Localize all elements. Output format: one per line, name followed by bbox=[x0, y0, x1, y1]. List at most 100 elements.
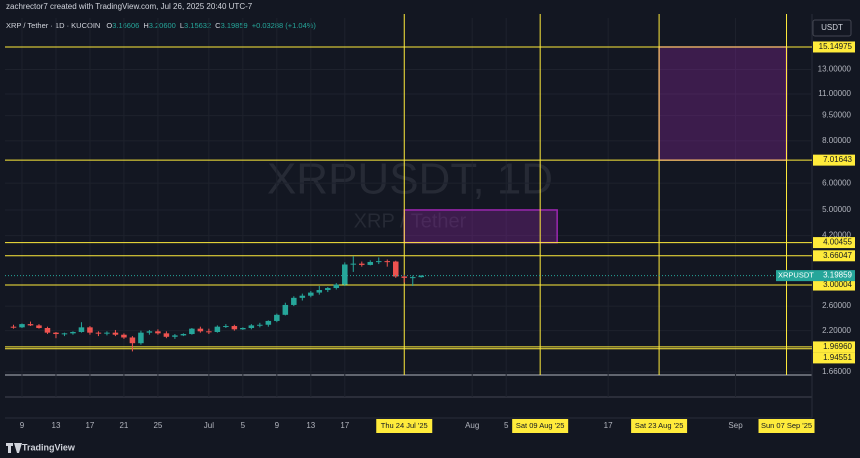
candle-body bbox=[418, 275, 425, 278]
candle-body bbox=[36, 325, 42, 328]
x-tick-label: 9 bbox=[275, 421, 280, 430]
y-tick-label: 6.00000 bbox=[822, 178, 851, 187]
candle-body bbox=[163, 333, 170, 337]
y-tick-label: 4.20000 bbox=[822, 231, 851, 240]
ohlc-letter: C bbox=[215, 21, 221, 30]
x-tick-label: 17 bbox=[604, 421, 613, 430]
candle-body bbox=[155, 331, 161, 334]
x-tick-label: 5 bbox=[241, 421, 246, 430]
candle-body bbox=[265, 320, 272, 325]
candle-body bbox=[274, 314, 280, 321]
y-level-label: 1.96960 bbox=[823, 342, 852, 351]
candle-body bbox=[367, 261, 374, 265]
candle-body bbox=[70, 331, 76, 334]
candle-body bbox=[240, 327, 246, 330]
ohlc-letter: O bbox=[106, 21, 112, 30]
candle-body bbox=[257, 324, 263, 326]
x-level-label: Sun 07 Sep '25 bbox=[761, 421, 812, 430]
candle-body bbox=[409, 277, 416, 279]
candle-body bbox=[291, 297, 297, 305]
currency-button[interactable] bbox=[812, 19, 852, 37]
ohlc-value: 3.16606 bbox=[112, 21, 139, 30]
y-level-tag bbox=[813, 154, 855, 166]
x-tick-label: 5 bbox=[504, 421, 509, 430]
ohlc-value: 3.20600 bbox=[149, 21, 176, 30]
candle-body bbox=[121, 334, 127, 338]
candle-body bbox=[359, 263, 365, 265]
watermark: XRPUSDT, 1D bbox=[267, 155, 553, 204]
zone-box bbox=[658, 46, 788, 161]
candle-body bbox=[316, 290, 323, 293]
y-level-tag bbox=[813, 279, 855, 291]
candle-body bbox=[146, 331, 153, 333]
credit: zachrector7 created with TradingView.com… bbox=[6, 2, 253, 11]
candle-body bbox=[44, 327, 51, 333]
candle-body bbox=[172, 335, 178, 337]
symbol: XRP / Tether · 1D · KUCOIN bbox=[6, 21, 100, 30]
candle-body bbox=[53, 332, 59, 335]
candle-body bbox=[392, 261, 399, 277]
x-level-tag bbox=[631, 419, 688, 433]
y-level-tag bbox=[813, 352, 855, 364]
candle-body bbox=[129, 337, 136, 344]
currency[interactable]: USDT bbox=[821, 23, 843, 32]
candle-body bbox=[333, 284, 340, 289]
y-level-tag bbox=[813, 237, 855, 249]
price-tag-value: 3.19859 bbox=[823, 271, 852, 280]
candle-body bbox=[282, 304, 289, 315]
zone-box bbox=[403, 209, 558, 244]
x-level-tag bbox=[758, 419, 815, 433]
x-level-tag bbox=[376, 419, 433, 433]
ohlc-value: 3.19859 bbox=[221, 21, 248, 30]
x-tick-label: Jul bbox=[204, 421, 214, 430]
candle-body bbox=[87, 327, 93, 333]
ohlc-letter: L bbox=[180, 21, 184, 30]
x-tick-label: 13 bbox=[306, 421, 315, 430]
y-tick-label: 1.66000 bbox=[822, 367, 851, 376]
y-level-tag bbox=[813, 41, 855, 53]
candle-body bbox=[10, 326, 17, 328]
candle-body bbox=[19, 324, 25, 328]
candle-body bbox=[104, 332, 110, 334]
y-tick-label: 11.00000 bbox=[818, 89, 851, 98]
price-tag-symbol: XRPUSDT bbox=[778, 271, 814, 280]
y-level-label: 3.00004 bbox=[823, 280, 852, 289]
candle-body bbox=[138, 332, 144, 344]
y-tick-label: 13.00000 bbox=[818, 65, 852, 74]
candle-body bbox=[95, 332, 102, 334]
x-tick-label: Aug bbox=[465, 421, 479, 430]
ohlc-letter: H bbox=[143, 21, 148, 30]
x-tick-label: 21 bbox=[119, 421, 128, 430]
candle-body bbox=[231, 326, 238, 330]
y-tick-label: 5.00000 bbox=[822, 205, 851, 214]
y-level-tag bbox=[813, 341, 855, 353]
x-level-tag bbox=[512, 419, 569, 433]
candle-body bbox=[342, 264, 348, 285]
y-level-label: 4.00455 bbox=[823, 238, 852, 247]
x-tick-label: 9 bbox=[20, 421, 25, 430]
y-level-label: 15.14975 bbox=[819, 42, 853, 51]
candle-body bbox=[180, 334, 187, 336]
y-tick-label: 9.50000 bbox=[822, 111, 851, 120]
x-tick-label: 17 bbox=[340, 421, 349, 430]
price-tag-bg bbox=[776, 270, 855, 282]
branding-logo bbox=[6, 443, 22, 453]
candle-body bbox=[325, 288, 331, 291]
y-tick-label: 8.00000 bbox=[822, 136, 851, 145]
x-tick-label: Sep bbox=[728, 421, 743, 430]
branding: TradingView bbox=[22, 442, 76, 452]
candle-body bbox=[206, 331, 212, 333]
candle-body bbox=[27, 324, 34, 326]
y-level-label: 3.66047 bbox=[823, 251, 852, 260]
watermark-sub: XRP / Tether bbox=[354, 210, 467, 232]
y-level-label: 7.01643 bbox=[823, 155, 852, 164]
x-level-label: Sat 23 Aug '25 bbox=[635, 421, 684, 430]
y-tick-label: 2.60000 bbox=[822, 301, 851, 310]
change: +0.03288 (+1.04%) bbox=[252, 21, 317, 30]
x-tick-label: 17 bbox=[85, 421, 94, 430]
candle-body bbox=[384, 261, 391, 263]
candle-body bbox=[214, 326, 221, 332]
candle-body bbox=[189, 328, 195, 335]
